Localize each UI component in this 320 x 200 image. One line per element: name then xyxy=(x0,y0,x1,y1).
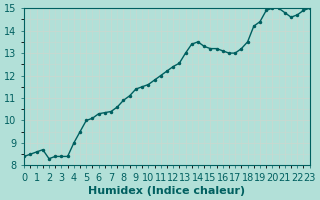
X-axis label: Humidex (Indice chaleur): Humidex (Indice chaleur) xyxy=(88,186,245,196)
